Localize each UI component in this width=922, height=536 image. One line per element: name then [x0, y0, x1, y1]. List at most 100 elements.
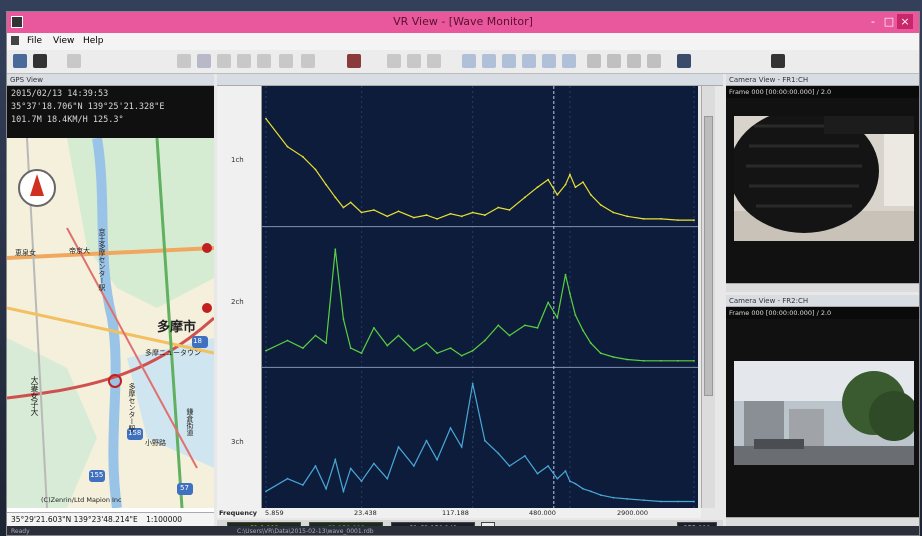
data-point [471, 382, 474, 385]
data-point [612, 211, 615, 214]
data-point [349, 201, 352, 204]
data-point [582, 329, 584, 332]
data-point [349, 347, 352, 350]
spectrum-plot[interactable] [262, 86, 698, 508]
data-point [484, 339, 486, 342]
data-point [373, 326, 375, 329]
camera-2-scrollbar[interactable] [726, 517, 919, 526]
data-point [471, 211, 474, 214]
map-scale: 1:100000 [146, 515, 183, 524]
data-point [524, 324, 526, 327]
maximize-button[interactable]: □ [883, 15, 895, 28]
data-point [360, 480, 363, 483]
data-point [301, 347, 304, 350]
data-point [314, 465, 317, 467]
status-ready: Ready [11, 528, 30, 535]
menu-view[interactable]: View [53, 36, 75, 46]
grid-2-icon[interactable] [607, 54, 621, 68]
map-view[interactable]: 多摩市 大妻女子大 多摩センター駅 京王多摩センター駅 帝京大 多摩ニュータウン… [7, 138, 214, 508]
play-icon[interactable] [217, 54, 231, 68]
data-point [265, 117, 267, 120]
data-point [484, 439, 486, 442]
data-point [677, 500, 679, 503]
minimize-button[interactable]: - [871, 15, 875, 28]
data-point [286, 339, 289, 342]
vertical-scrollbar[interactable] [701, 86, 715, 508]
pause-icon[interactable] [197, 54, 211, 68]
data-point [342, 318, 345, 320]
system-menu-icon[interactable] [11, 36, 19, 45]
camera-1-image [734, 116, 914, 241]
camera-2-image [734, 361, 914, 465]
menu-help[interactable]: Help [83, 36, 104, 46]
map-graphic [7, 138, 214, 508]
series-line-3ch [265, 383, 694, 503]
data-point [626, 358, 629, 361]
paste-icon[interactable] [427, 54, 441, 68]
data-point [642, 499, 645, 502]
layout-1-icon[interactable] [462, 54, 476, 68]
data-point [536, 326, 539, 329]
freq-tick: 2900.000 [617, 509, 649, 517]
map-route-18: 18 [193, 337, 202, 345]
layout-6-icon[interactable] [562, 54, 576, 68]
gps-status-bar: 35°29'21.603"N 139°23'48.214"E 1:100000 [7, 512, 214, 526]
map-label-newtown: 多摩ニュータウン [145, 349, 201, 357]
export-icon[interactable] [347, 54, 361, 68]
data-point [589, 342, 592, 344]
freq-tick: 117.188 [442, 509, 469, 517]
map-label-tama: 多摩市 [157, 320, 197, 335]
open-icon[interactable] [13, 54, 27, 68]
map-copyright: (C)Zenrin/Ltd Mapion Inc [41, 496, 122, 504]
rewind-icon[interactable] [177, 54, 191, 68]
data-point [334, 196, 337, 199]
copy-icon[interactable] [407, 54, 421, 68]
data-point [599, 352, 602, 355]
data-point [373, 209, 375, 211]
data-point [449, 347, 452, 350]
data-point [460, 354, 463, 357]
data-point [325, 342, 327, 344]
series-line-2ch [265, 249, 694, 362]
print-icon[interactable] [677, 54, 691, 68]
data-point [325, 183, 327, 186]
data-point [386, 215, 389, 218]
data-point [425, 439, 428, 442]
data-point [497, 206, 500, 209]
data-point [471, 349, 474, 352]
data-point [556, 316, 559, 319]
channel-label-1: 1ch [231, 156, 244, 164]
save-icon[interactable] [33, 54, 47, 68]
layout-4-icon[interactable] [522, 54, 536, 68]
camera-1-scrollbar[interactable] [726, 283, 919, 292]
data-point [286, 145, 289, 148]
forward-icon[interactable] [279, 54, 293, 68]
data-point [599, 204, 602, 206]
data-point [508, 334, 511, 337]
layout-2-icon[interactable] [482, 54, 496, 68]
grid-1-icon[interactable] [587, 54, 601, 68]
data-point [524, 196, 526, 199]
step-back-icon[interactable] [237, 54, 251, 68]
data-point [524, 454, 526, 457]
settings-icon[interactable] [771, 54, 785, 68]
channel-label-3: 3ch [231, 438, 244, 446]
layout-3-icon[interactable] [502, 54, 516, 68]
gps-speed: 101.7M 18.4KM/H 125.3° [11, 115, 124, 125]
stop-icon[interactable] [301, 54, 315, 68]
data-point [484, 214, 486, 216]
data-point [536, 472, 539, 475]
data-point [425, 214, 428, 216]
data-point [334, 248, 337, 251]
data-point [612, 496, 615, 499]
scroll-thumb[interactable] [704, 116, 713, 396]
close-button[interactable]: × [897, 14, 913, 29]
grid-4-icon[interactable] [647, 54, 661, 68]
step-forward-icon[interactable] [257, 54, 271, 68]
menu-file[interactable]: File [27, 36, 43, 46]
record-icon[interactable] [67, 54, 81, 68]
spectrum-svg [262, 86, 698, 508]
cut-icon[interactable] [387, 54, 401, 68]
grid-3-icon[interactable] [627, 54, 641, 68]
layout-5-icon[interactable] [542, 54, 556, 68]
